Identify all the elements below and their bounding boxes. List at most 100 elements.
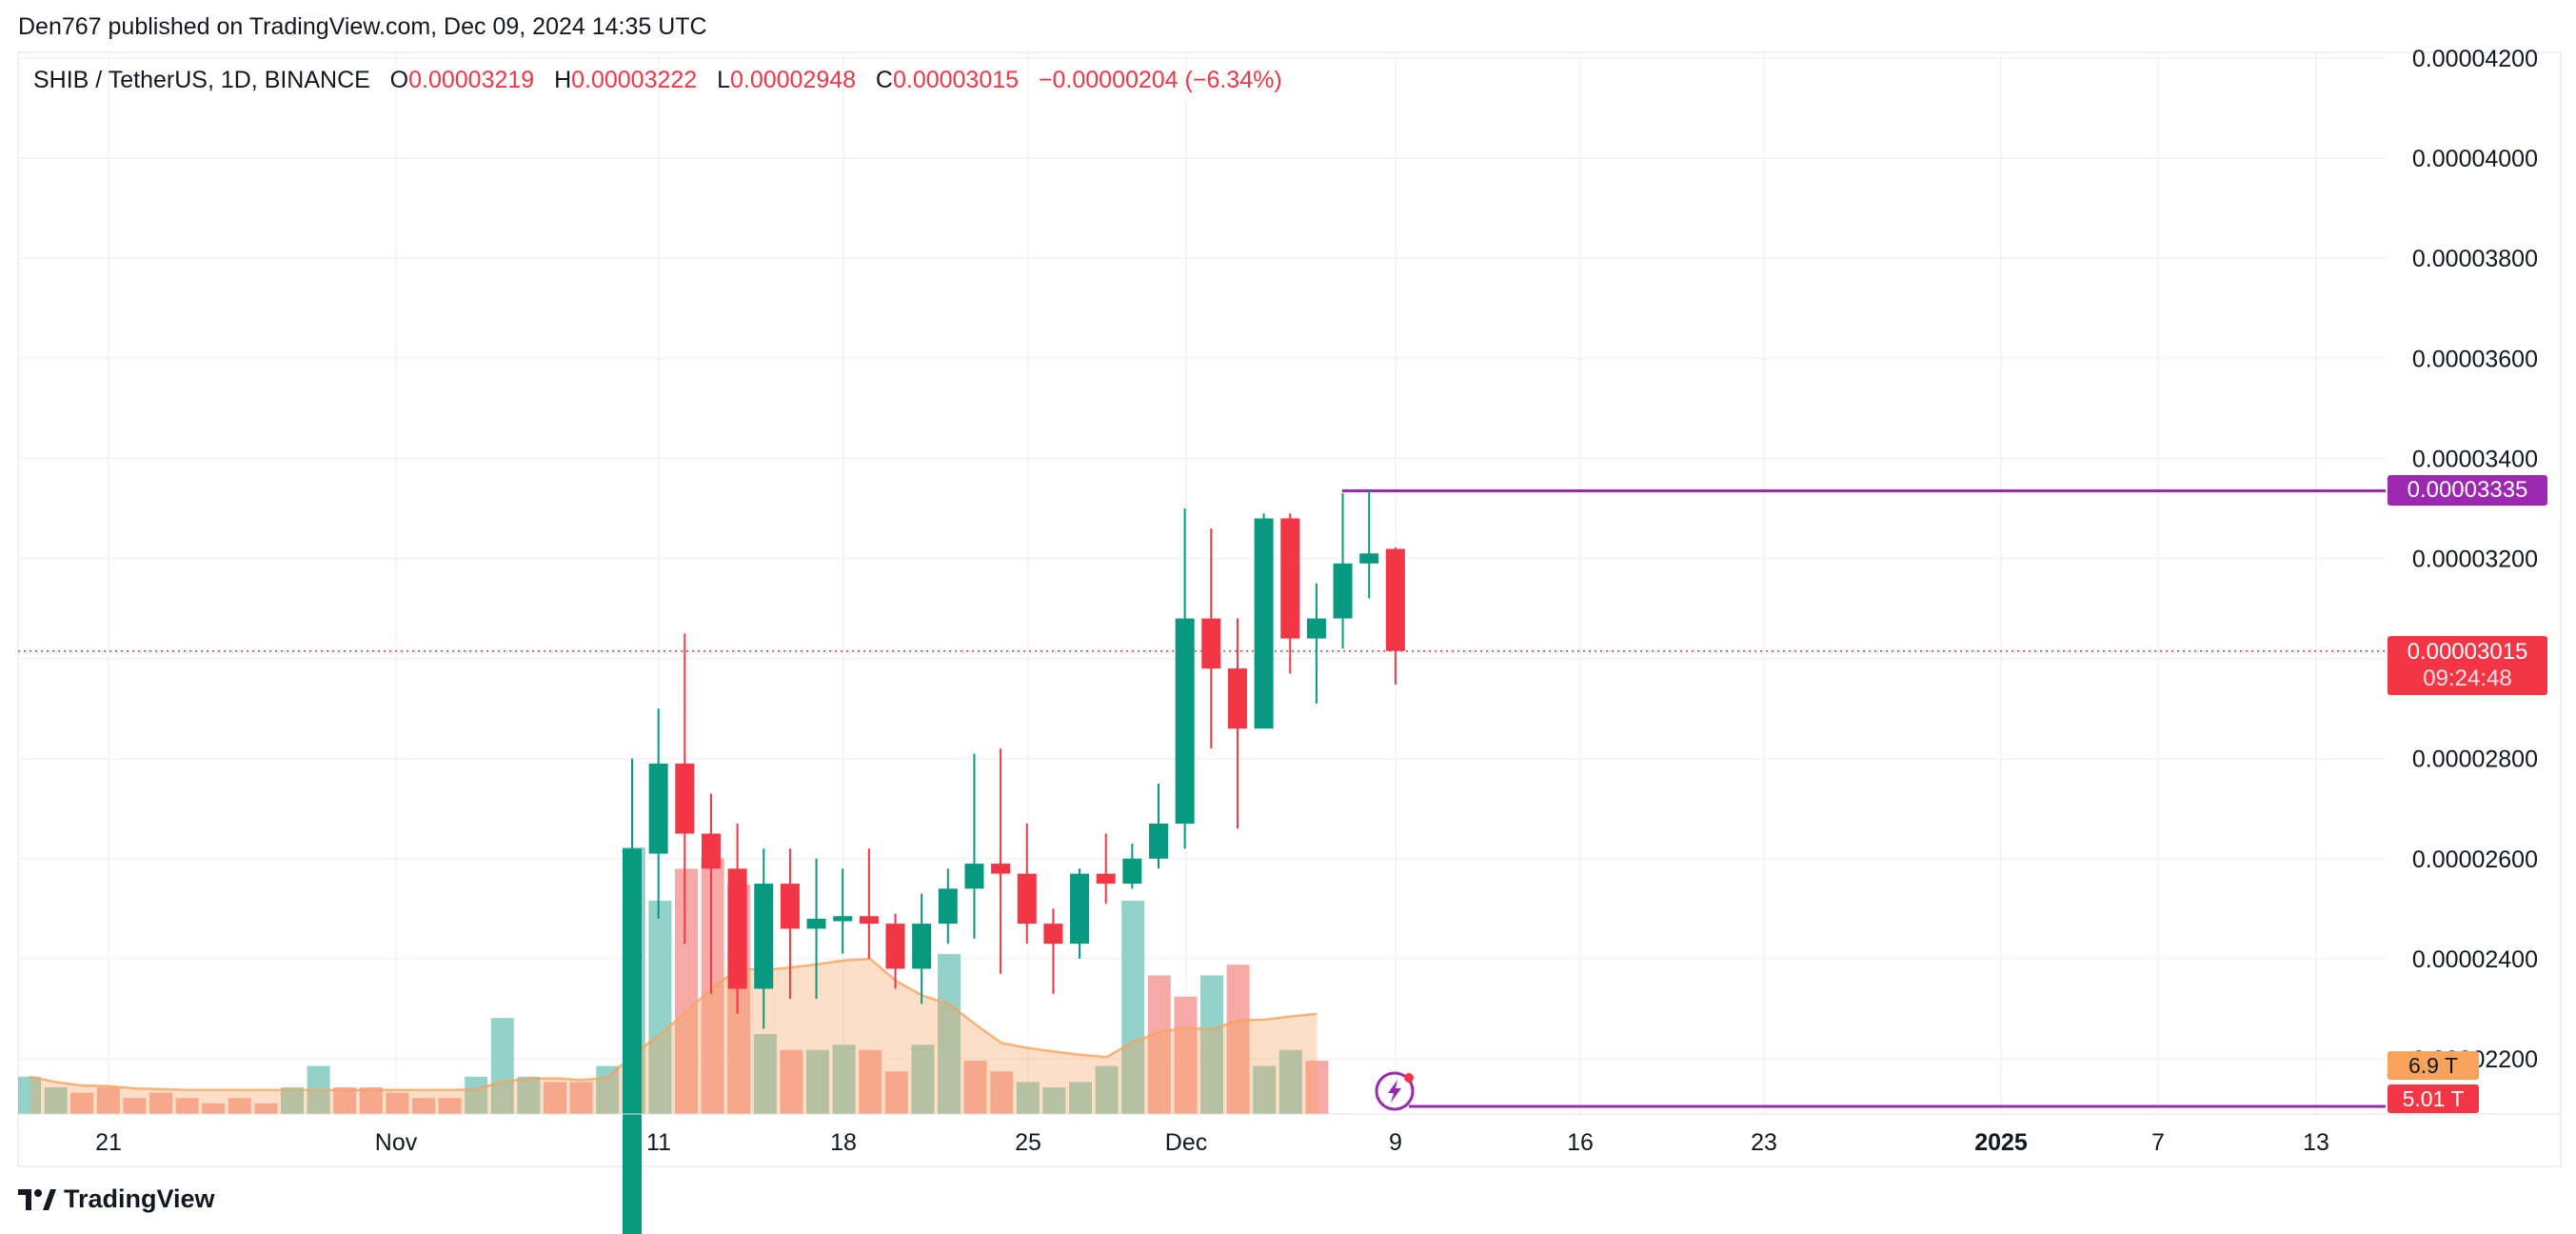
candle: [1385, 547, 1405, 685]
candle: [859, 848, 879, 959]
volume-bar: [675, 868, 698, 1114]
candle-body: [938, 888, 958, 925]
candle-body: [1122, 858, 1142, 885]
candle-body: [885, 924, 905, 969]
legend-close-value: 0.00003015: [892, 67, 1020, 93]
ohlc-legend: SHIB / TetherUS, 1D, BINANCE O0.00003219…: [33, 67, 1282, 94]
resistance-price-label: 0.00003335: [2388, 475, 2547, 506]
volume-bar: [438, 1098, 462, 1114]
time-tick-label: 16: [1567, 1129, 1594, 1156]
footer-brand[interactable]: TradingView: [64, 1184, 215, 1213]
volume-bar: [359, 1087, 383, 1114]
tradingview-logo-icon[interactable]: [18, 1188, 56, 1210]
volume-bar: [1226, 965, 1250, 1114]
volume-bar: [701, 858, 724, 1114]
candle-body: [1175, 618, 1195, 825]
price-tick-label: 0.00004200: [2412, 46, 2538, 72]
candle: [1359, 490, 1379, 599]
price-axis: 0.00004200 0.00004000 0.00003800 0.00003600…: [2412, 46, 2538, 1073]
volume-ma-fill: [30, 959, 1318, 1114]
volume-bar: [490, 1018, 514, 1114]
legend-close-label: C: [875, 67, 893, 93]
candle: [806, 858, 826, 999]
candle: [991, 748, 1011, 974]
candle: [1017, 824, 1037, 945]
volume-bar: [1278, 1049, 1302, 1114]
candle: [1070, 868, 1090, 959]
candle-body: [754, 884, 774, 989]
resistance-price-text: 0.00003335: [2407, 477, 2528, 503]
volume-bar: [544, 1082, 566, 1114]
candle-body: [1096, 873, 1116, 885]
candle: [727, 824, 747, 1014]
volume-bar: [990, 1071, 1014, 1114]
candle: [964, 753, 984, 939]
volume-label: 5.01 T: [2388, 1085, 2479, 1113]
volume-bar: [44, 1087, 68, 1114]
candle-body: [675, 763, 695, 834]
candle-body: [1359, 553, 1379, 564]
last-price-label: 0.00003015 09:24:48: [2388, 636, 2547, 695]
footer: TradingView: [18, 1184, 215, 1214]
lightning-icon[interactable]: [1375, 1071, 1415, 1111]
candle-body: [648, 763, 668, 854]
volume-bar: [175, 1098, 199, 1114]
time-tick-label: 9: [1389, 1129, 1402, 1156]
candle-body: [1385, 548, 1405, 651]
volume-bar: [386, 1092, 409, 1114]
time-tick-label: Nov: [375, 1129, 418, 1156]
legend-symbol: SHIB / TetherUS, 1D, BINANCE: [33, 67, 370, 93]
candle: [833, 868, 853, 954]
legend-open-value: 0.00003219: [408, 67, 535, 93]
time-tick-label: 2025: [1974, 1129, 2028, 1156]
candle: [938, 868, 958, 945]
candle-body: [806, 918, 826, 929]
candle-body: [1017, 873, 1037, 925]
candle-body: [1333, 563, 1353, 619]
volume-bar: [281, 1087, 304, 1114]
volume-ma-area: [29, 957, 1318, 1114]
price-tick-label: 0.00003800: [2412, 246, 2538, 272]
volume-bar: [149, 1092, 172, 1114]
candle-body: [1306, 618, 1326, 639]
candle-body: [964, 864, 984, 889]
volume-bar: [18, 1076, 41, 1114]
candle: [1201, 527, 1221, 749]
volume-bar: [70, 1092, 94, 1114]
volume-bar: [806, 1049, 829, 1114]
candles: [623, 490, 1405, 1234]
time-tick-label: Dec: [1165, 1129, 1207, 1156]
candle-body: [701, 833, 721, 869]
candle: [675, 633, 695, 945]
volume-bar: [753, 1034, 777, 1114]
volume-bar: [884, 1071, 908, 1114]
volume-bar: [1016, 1082, 1040, 1114]
volume-bar: [412, 1098, 435, 1114]
legend-high-label: H: [554, 67, 572, 93]
volume-ma-line: [29, 957, 1318, 1092]
volume-bar: [96, 1087, 120, 1114]
candle-body: [623, 848, 642, 1234]
candle: [701, 793, 721, 994]
legend-low-label: L: [717, 67, 730, 93]
legend-open-label: O: [389, 67, 409, 93]
volume-bar: [1174, 996, 1198, 1114]
candle: [623, 758, 642, 1234]
volume-bar: [780, 1049, 803, 1114]
candle: [1333, 493, 1353, 649]
price-tick-label: 0.00002400: [2412, 946, 2538, 973]
volume-bar: [1095, 1065, 1119, 1114]
price-tick-label: 0.00003200: [2412, 547, 2538, 573]
candle-body: [1254, 518, 1274, 729]
candle-body: [1201, 618, 1221, 669]
legend-high-value: 0.00003222: [571, 67, 698, 93]
price-tick-label: 0.00002600: [2412, 846, 2538, 873]
volume-bars: [18, 847, 1329, 1114]
chart-grid: [18, 52, 2386, 1114]
volume-bar: [254, 1103, 278, 1114]
volume-bar: [911, 1045, 935, 1114]
volume-bar: [1147, 975, 1171, 1114]
price-tick-label: 0.00002800: [2412, 746, 2538, 773]
volume-bar: [832, 1045, 856, 1114]
